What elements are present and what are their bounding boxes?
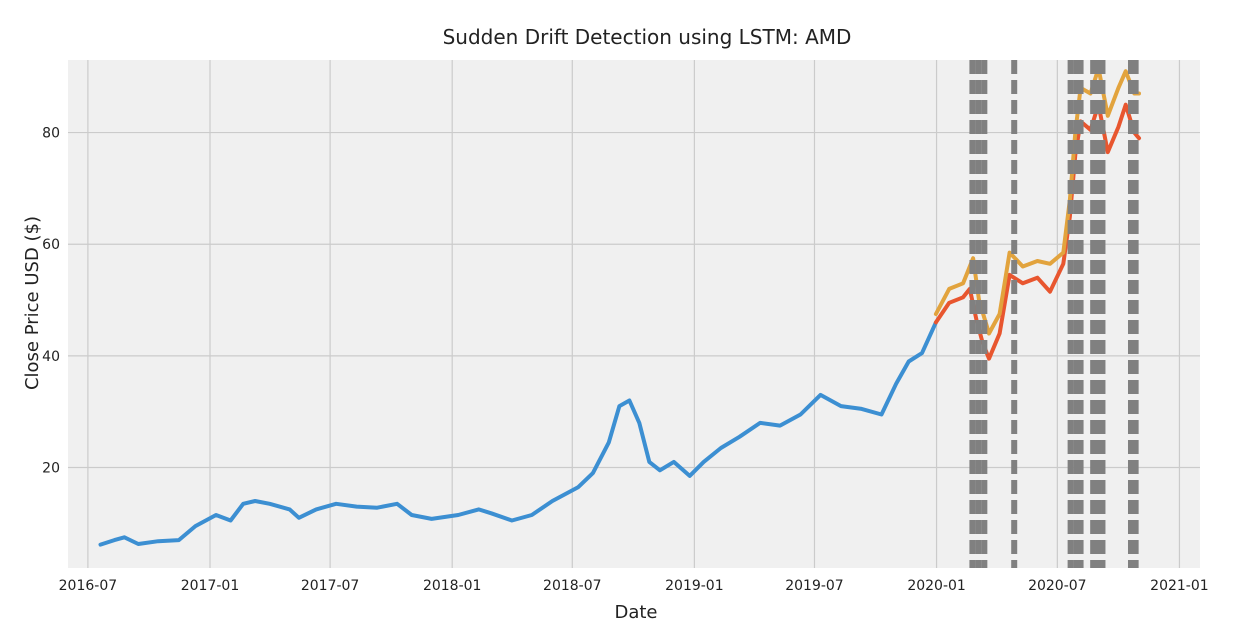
- chart-title: Sudden Drift Detection using LSTM: AMD: [443, 25, 852, 49]
- tick-labels: 2016-07 2017-01 2017-07 2018-01 2018-07 2019-…: [42, 126, 1209, 594]
- series-line-train: [98, 320, 938, 547]
- x-tick-label: 2019-07: [785, 578, 844, 594]
- x-tick-label: 2020-01: [907, 578, 966, 594]
- y-tick-label: 40: [42, 349, 60, 365]
- x-tick-label: 2017-07: [301, 578, 360, 594]
- x-axis-label: Date: [614, 602, 657, 623]
- y-tick-label: 80: [42, 126, 60, 142]
- x-tick-label: 2019-01: [665, 578, 724, 594]
- x-tick-label: 2016-07: [59, 578, 118, 594]
- drift-lines: [969, 60, 1139, 568]
- y-tick-label: 60: [42, 237, 60, 253]
- x-tick-label: 2021-01: [1150, 578, 1209, 594]
- x-tick-label: 2018-01: [423, 578, 482, 594]
- series-line-predicted: [933, 66, 1141, 336]
- y-tick-label: 20: [42, 461, 60, 477]
- x-tick-label: 2018-07: [543, 578, 602, 594]
- y-axis-label: Close Price USD ($): [22, 216, 43, 390]
- x-tick-label: 2020-07: [1028, 578, 1087, 594]
- plot-area: [68, 60, 1200, 568]
- x-tick-label: 2017-01: [181, 578, 240, 594]
